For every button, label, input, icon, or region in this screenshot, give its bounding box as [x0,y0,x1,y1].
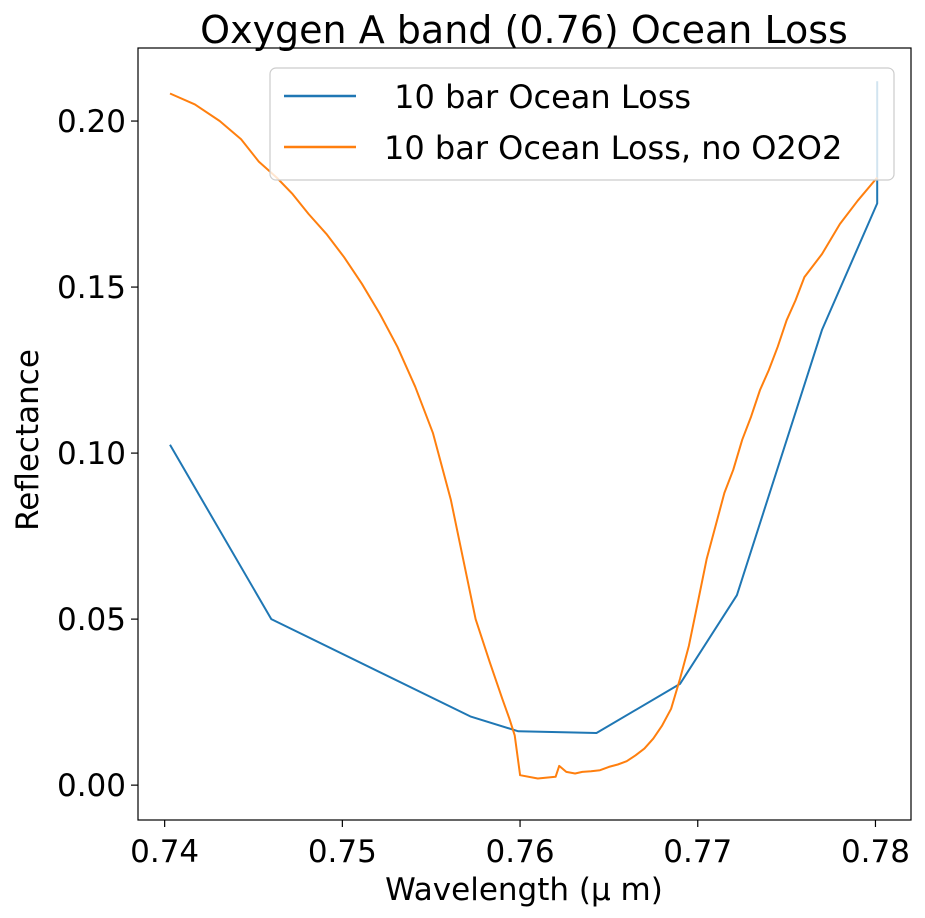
legend-label-series-2: 10 bar Ocean Loss, no O2O2 [384,129,842,167]
y-tick-label: 0.05 [57,602,126,638]
x-tick-label: 0.75 [308,834,377,870]
y-axis-ticks: 0.00 0.05 0.10 0.15 0.20 [57,104,138,804]
legend-label-series-1: 10 bar Ocean Loss [384,78,691,116]
x-axis-ticks: 0.74 0.75 0.76 0.77 0.78 [130,820,910,870]
y-tick-label: 0.20 [57,104,126,140]
y-tick-label: 0.00 [57,768,126,804]
chart-title: Oxygen A band (0.76) Ocean Loss [200,8,848,52]
y-axis-title: Reflectance [10,349,46,531]
legend-box [269,67,895,181]
x-tick-label: 0.78 [841,834,910,870]
x-tick-label: 0.74 [130,834,199,870]
legend: 10 bar Ocean Loss 10 bar Ocean Loss, no … [269,67,895,181]
x-axis-title: Wavelength (μ m) [385,872,663,908]
series-line-1 [169,81,879,734]
series-line-2 [169,92,878,780]
x-tick-label: 0.77 [663,834,732,870]
y-tick-label: 0.10 [57,436,126,472]
x-tick-label: 0.76 [486,834,555,870]
plot-frame [137,47,912,821]
y-tick-label: 0.15 [57,270,126,306]
plot-lines [169,81,879,780]
